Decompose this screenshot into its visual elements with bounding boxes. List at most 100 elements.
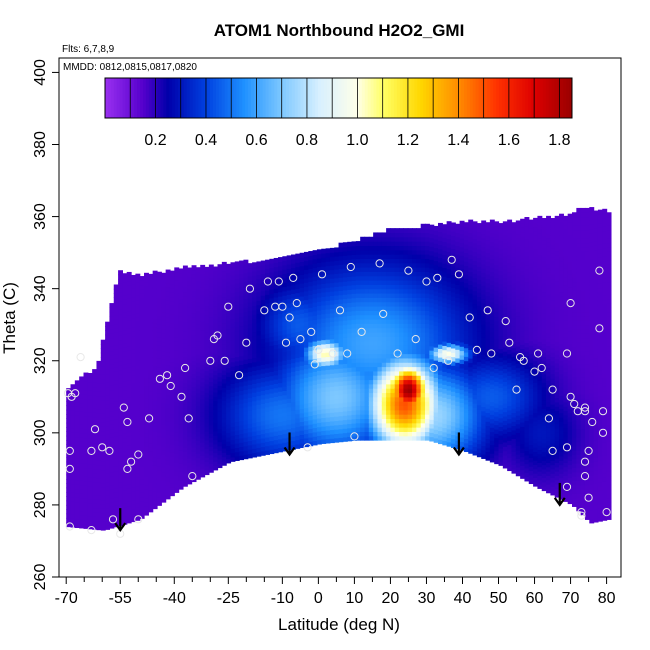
heatmap-cell [273, 331, 279, 337]
heatmap-cell [329, 420, 335, 426]
heatmap-cell [494, 377, 500, 382]
heatmap-cell [217, 363, 223, 369]
heatmap-cell [178, 342, 184, 347]
heatmap-cell [481, 276, 487, 282]
heatmap-cell [174, 449, 180, 454]
heatmap-cell [481, 354, 487, 360]
heatmap-cell [226, 380, 232, 386]
heatmap-cell [252, 283, 258, 289]
heatmap-cell [403, 284, 409, 290]
heatmap-cell [213, 283, 219, 289]
heatmap-cell [234, 408, 240, 414]
heatmap-cell [437, 365, 443, 371]
heatmap-cell [442, 349, 448, 355]
heatmap-cell [303, 377, 309, 383]
heatmap-cell [234, 417, 240, 423]
heatmap-cell [485, 278, 491, 284]
heatmap-cell [122, 454, 128, 460]
heatmap-cell [316, 257, 322, 263]
heatmap-cell [437, 287, 443, 293]
heatmap-cell [386, 271, 392, 277]
heatmap-cell [308, 311, 314, 317]
heatmap-cell [269, 397, 275, 403]
heatmap-cell [468, 366, 474, 372]
heatmap-cell [299, 300, 305, 306]
heatmap-cell [152, 447, 158, 453]
heatmap-cell [260, 299, 266, 305]
heatmap-cell [92, 377, 98, 383]
heatmap-cell [498, 322, 504, 328]
heatmap-cell [446, 316, 452, 322]
heatmap-cell [247, 297, 253, 303]
heatmap-cell [468, 241, 474, 247]
heatmap-cell [135, 334, 141, 340]
heatmap-cell [329, 252, 335, 258]
heatmap-cell [295, 348, 301, 354]
heatmap-cell [221, 395, 227, 401]
heatmap-cell [360, 314, 366, 320]
heatmap-cell [217, 285, 223, 291]
heatmap-cell [429, 259, 435, 265]
heatmap-cell [364, 414, 370, 420]
heatmap-cell [135, 472, 141, 478]
heatmap-cell [265, 341, 270, 347]
heatmap-cell [476, 236, 482, 241]
heatmap-cell [165, 304, 171, 310]
heatmap-cell [260, 355, 266, 361]
heatmap-cell [459, 372, 465, 378]
heatmap-cell [342, 315, 348, 321]
heatmap-cell [433, 416, 439, 422]
heatmap-cell [208, 446, 214, 452]
heatmap-cell [468, 319, 474, 325]
heatmap-cell [208, 320, 214, 326]
heatmap-cell [213, 374, 219, 380]
heatmap-cell [386, 267, 392, 272]
heatmap-cell [386, 418, 392, 424]
heatmap-cell [178, 363, 184, 369]
heatmap-cell [459, 268, 465, 274]
heatmap-cell [507, 448, 513, 454]
heatmap-cell [485, 399, 491, 405]
heatmap-cell [135, 299, 141, 305]
heatmap-cell [70, 501, 76, 506]
heatmap-cell [407, 366, 413, 372]
heatmap-cell [256, 278, 262, 284]
heatmap-cell [360, 241, 366, 247]
heatmap-cell [92, 425, 98, 431]
heatmap-cell [394, 336, 400, 342]
heatmap-cell [334, 295, 340, 300]
heatmap-cell [355, 340, 361, 346]
heatmap-cell [446, 424, 452, 430]
heatmap-cell [200, 407, 206, 413]
heatmap-cell [87, 472, 93, 478]
heatmap-cell [347, 272, 353, 278]
heatmap-cell [148, 468, 154, 474]
heatmap-cell [144, 398, 149, 404]
heatmap-cell [502, 372, 508, 378]
heatmap-cell [144, 337, 149, 343]
heatmap-cell [178, 450, 184, 456]
heatmap-cell [187, 267, 193, 273]
heatmap-cell [217, 450, 223, 456]
heatmap-cell [178, 359, 184, 365]
heatmap-cell [174, 362, 180, 368]
heatmap-cell [299, 317, 305, 323]
heatmap-cell [355, 344, 361, 350]
heatmap-cell [489, 267, 495, 273]
heatmap-cell [468, 370, 474, 376]
heatmap-cell [208, 303, 214, 309]
heatmap-cell [200, 312, 206, 318]
heatmap-cell [459, 415, 465, 421]
heatmap-cell [282, 368, 288, 374]
heatmap-cell [286, 428, 292, 434]
heatmap-cell [83, 441, 89, 447]
heatmap-cell [66, 422, 72, 428]
heatmap-cell [239, 398, 245, 404]
heatmap-cell [122, 476, 128, 482]
heatmap-cell [182, 360, 188, 366]
heatmap-cell [316, 430, 322, 436]
heatmap-cell [182, 473, 188, 479]
heatmap-cell [126, 397, 132, 403]
heatmap-cell [139, 462, 145, 467]
heatmap-cell [195, 323, 201, 329]
